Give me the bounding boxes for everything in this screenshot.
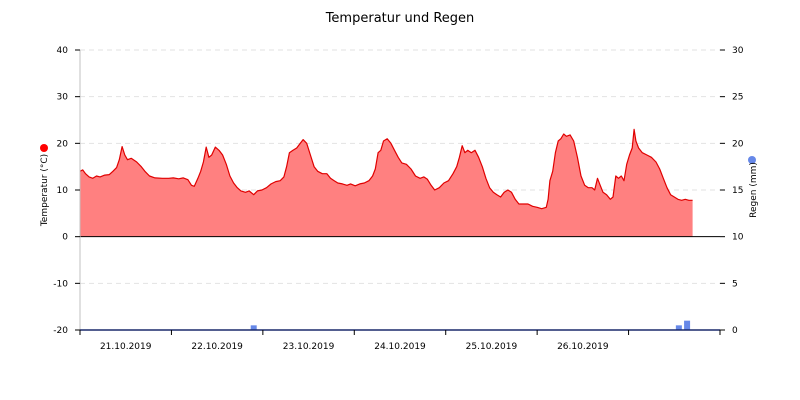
temperature-legend-marker (40, 144, 48, 152)
y-left-tick-label: 20 (57, 139, 69, 149)
rain-bar (250, 325, 257, 330)
tick-labels: 40 30 20 10 0 -10 -20 30 25 20 15 10 5 0 21.10.2019 22.… (53, 46, 743, 352)
chart-title: Temperatur und Regen (325, 11, 475, 26)
data-series (79, 128, 720, 330)
x-tick-label: 26.10.2019 (557, 342, 609, 352)
temperature-area (80, 129, 693, 237)
x-tick-label: 23.10.2019 (283, 342, 335, 352)
y-left-tick-label: 40 (57, 46, 69, 56)
y-left-tick-label: -10 (53, 279, 68, 289)
y-right-tick-label: 15 (732, 186, 743, 196)
y-right-tick-label: 10 (732, 233, 744, 243)
y-left-tick-label: 10 (57, 186, 69, 196)
x-tick-label: 24.10.2019 (374, 342, 426, 352)
rain-bar (684, 320, 691, 330)
y-left-tick-label: -20 (53, 326, 68, 336)
y-right-tick-label: 0 (732, 326, 738, 336)
x-tick-label: 21.10.2019 (100, 342, 152, 352)
x-tick-label: 22.10.2019 (191, 342, 243, 352)
y-right-axis-label: Regen (mm) (749, 162, 759, 218)
temperature-line (79, 128, 693, 210)
rain-bar (675, 325, 682, 330)
rain-legend-marker (748, 156, 756, 164)
y-left-axis-label: Temperatur (°C) (40, 154, 50, 227)
y-right-tick-label: 30 (732, 46, 744, 56)
y-right-tick-label: 25 (732, 93, 743, 103)
y-right-tick-label: 5 (732, 279, 738, 289)
x-tick-label: 25.10.2019 (466, 342, 518, 352)
y-right-tick-label: 20 (732, 139, 744, 149)
y-left-tick-label: 0 (62, 233, 68, 243)
y-left-tick-label: 30 (57, 93, 69, 103)
